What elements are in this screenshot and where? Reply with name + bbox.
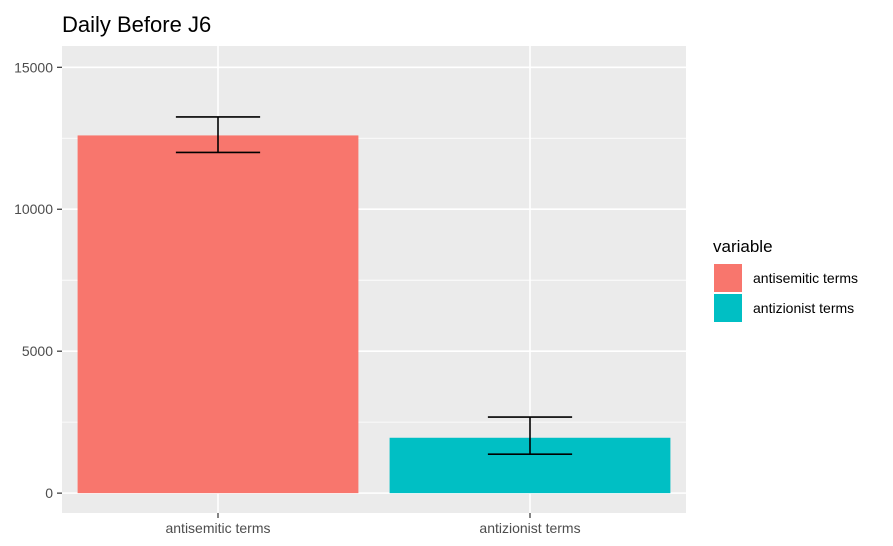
bar [77,135,359,494]
legend-key [714,264,742,292]
y-tick-label: 15000 [14,59,53,75]
y-tick-label: 10000 [14,201,53,217]
y-axis: 0 5000 10000 15000 [14,59,62,501]
legend-key [714,294,742,322]
y-tick-label: 5000 [22,343,53,359]
legend-label: antizionist terms [753,300,854,316]
bars [77,135,671,494]
x-tick-label: antisemitic terms [165,520,270,536]
legend-label: antisemitic terms [753,270,858,286]
x-axis: antisemitic terms antizionist terms [165,513,581,536]
y-tick-label: 0 [45,485,53,501]
x-tick-label: antizionist terms [479,520,580,536]
error-bar [487,416,573,456]
legend-title: variable [713,237,773,256]
legend: variable antisemitic terms antizionist te… [713,237,858,322]
error-bars [175,116,573,456]
chart-title: Daily Before J6 [62,12,211,37]
error-bar [175,116,261,154]
